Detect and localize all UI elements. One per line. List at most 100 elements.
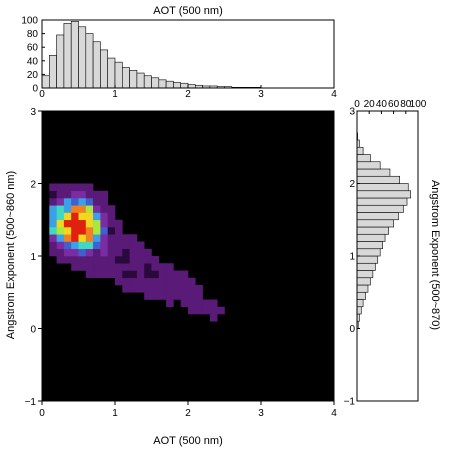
heatmap-cell	[93, 256, 101, 264]
right-y-tick-label: −1	[344, 397, 356, 408]
top-histogram-bar	[70, 21, 79, 89]
right-histogram-bar	[356, 168, 391, 177]
heatmap-cell	[107, 219, 116, 228]
x-tick-label: 2	[185, 408, 191, 419]
heatmap-cell	[49, 183, 57, 192]
heatmap-cell	[71, 190, 79, 199]
heatmap-cell	[107, 212, 116, 221]
top-y-tick-label: 20	[27, 70, 39, 81]
heatmap-cell	[115, 227, 123, 235]
heatmap-cell	[100, 190, 108, 199]
heatmap-cell	[100, 227, 108, 235]
x-tick-label: 3	[258, 408, 264, 419]
heatmap-cell	[63, 205, 72, 213]
heatmap-cell	[71, 212, 79, 221]
heatmap-cell	[107, 205, 116, 213]
right-histogram-bar	[356, 212, 399, 221]
right-histogram-bar	[356, 277, 371, 286]
top-histogram-bar	[136, 72, 145, 89]
heatmap-cell	[115, 256, 123, 264]
heatmap-cell	[166, 277, 174, 286]
heatmap-cell	[151, 270, 160, 279]
top-histogram-bar	[48, 55, 57, 89]
heatmap-cell	[158, 270, 167, 279]
heatmap-cell	[188, 306, 196, 315]
heatmap-cell	[209, 306, 218, 315]
right-histogram-bar	[356, 270, 374, 279]
heatmap-cell	[71, 198, 79, 206]
heatmap-cell	[63, 234, 72, 242]
top-histogram-bars	[41, 21, 262, 89]
heatmap-cell	[129, 270, 138, 279]
heatmap-cell	[93, 198, 101, 206]
top-x-tick-label: 1	[112, 89, 118, 100]
heatmap-cell	[71, 219, 79, 228]
heatmap-cell	[63, 248, 72, 257]
right-y-tick-label: 0	[349, 324, 355, 335]
top-histogram-bar	[100, 49, 109, 89]
heatmap-cell	[93, 270, 101, 279]
right-histogram-bar	[356, 284, 369, 293]
heatmap-cell	[100, 263, 108, 271]
heatmap-cell	[129, 248, 138, 257]
heatmap-cell	[144, 277, 152, 286]
heatmap-cell	[151, 277, 160, 286]
y-tick-label: 1	[30, 252, 36, 263]
heatmap-cell	[107, 227, 116, 235]
heatmap-cell	[158, 292, 167, 300]
heatmap-cell	[78, 212, 87, 221]
top-y-tick-label: 80	[27, 29, 39, 40]
heatmap-cell	[188, 299, 196, 308]
heatmap-cell	[49, 205, 57, 213]
heatmap-cell	[129, 241, 138, 250]
heatmap-cell	[115, 234, 123, 242]
heatmap-cell	[49, 227, 57, 235]
heatmap-cell	[56, 183, 65, 192]
heatmap-cell	[93, 248, 101, 257]
heatmap-cell	[85, 256, 94, 264]
heatmap-cells	[49, 183, 225, 322]
heatmap-cell	[78, 234, 87, 242]
heatmap-cell	[93, 219, 101, 228]
heatmap-cell	[122, 248, 130, 257]
heatmap-cell	[166, 292, 174, 300]
heatmap-cell	[78, 241, 87, 250]
heatmap-cell	[144, 285, 152, 293]
heatmap-cell	[85, 219, 94, 228]
heatmap-cell	[107, 263, 116, 271]
top-x-tick-label: 2	[185, 89, 191, 100]
heatmap-cell	[85, 212, 94, 221]
top-histogram-bar	[107, 57, 116, 89]
heatmap-cell	[188, 277, 196, 286]
heatmap-cell	[202, 299, 211, 308]
heatmap-cell	[63, 183, 72, 192]
right-y-tick-label: 1	[349, 252, 355, 263]
heatmap-cell	[195, 306, 203, 315]
heatmap-cell	[107, 248, 116, 257]
right-histogram-bar	[356, 146, 364, 155]
heatmap-cell	[56, 205, 65, 213]
heatmap-cell	[173, 292, 181, 300]
top-histogram-bar	[63, 23, 72, 89]
heatmap-cell	[93, 190, 101, 199]
right-histogram-bar	[356, 204, 404, 213]
heatmap-cell	[136, 263, 145, 271]
right-histogram-bar	[356, 306, 362, 315]
heatmap-cell	[93, 212, 101, 221]
right-x-tick-label: 60	[388, 99, 400, 110]
heatmap-cell	[93, 227, 101, 235]
heatmap-cell	[166, 270, 174, 279]
heatmap-cell	[158, 263, 167, 271]
heatmap-cell	[122, 285, 130, 293]
heatmap-cell	[85, 248, 94, 257]
x-tick-label: 4	[331, 408, 337, 419]
y-axis-label: Angstrom Exponent (500~860 nm)	[5, 171, 17, 339]
heatmap-cell	[100, 256, 108, 264]
heatmap-cell	[85, 183, 94, 192]
x-tick-label: 0	[39, 408, 45, 419]
heatmap-cell	[85, 227, 94, 235]
heatmap-cell	[93, 241, 101, 250]
heatmap-cell	[144, 248, 152, 257]
top-y-tick-label: 40	[27, 56, 39, 67]
